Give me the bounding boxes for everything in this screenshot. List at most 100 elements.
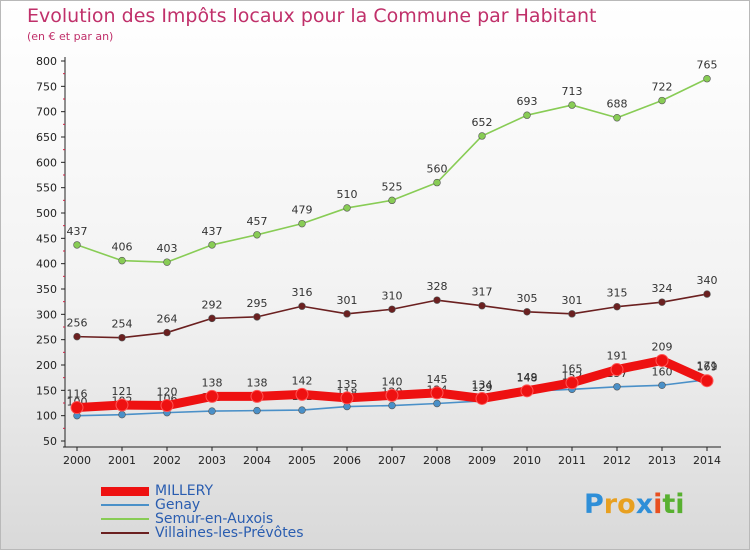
data-label-Villaines-les-Prévôtes: 324 (652, 282, 673, 295)
data-label-Villaines-les-Prévôtes: 317 (472, 286, 493, 299)
data-point-Villaines-les-Prévôtes (523, 308, 531, 316)
data-point-Villaines-les-Prévôtes (253, 313, 261, 321)
y-tick-label: 450 (36, 232, 57, 245)
data-label-Semur-en-Auxois: 560 (427, 163, 448, 176)
legend-item-Villaines-les-Prévôtes: Villaines-les-Prévôtes (101, 526, 304, 540)
data-label-Genay: 160 (652, 365, 673, 378)
data-point-MILLERY (340, 391, 354, 405)
logo-letter: o (617, 489, 636, 520)
data-label-Semur-en-Auxois: 457 (247, 215, 268, 228)
legend-label: MILLERY (155, 483, 214, 499)
data-label-Villaines-les-Prévôtes: 340 (697, 274, 718, 287)
chart-subtitle: (en € et par an) (27, 30, 114, 43)
data-label-Semur-en-Auxois: 765 (697, 59, 718, 72)
data-label-MILLERY: 121 (112, 385, 133, 398)
data-label-Semur-en-Auxois: 479 (292, 204, 313, 217)
data-point-Semur-en-Auxois (388, 196, 396, 205)
data-label-MILLERY: 191 (607, 350, 628, 363)
data-point-MILLERY (610, 363, 624, 377)
logo-letter: i (653, 489, 663, 520)
data-label-Villaines-les-Prévôtes: 295 (247, 297, 268, 310)
data-label-Villaines-les-Prévôtes: 316 (292, 286, 313, 299)
data-label-Villaines-les-Prévôtes: 254 (112, 318, 133, 331)
data-label-MILLERY: 145 (427, 373, 448, 386)
logo-letter: r (603, 489, 618, 520)
data-label-MILLERY: 165 (562, 363, 583, 376)
data-label-Genay: 171 (697, 360, 718, 373)
y-tick-label: 200 (36, 359, 57, 372)
data-label-MILLERY: 138 (202, 376, 223, 389)
data-point-Genay (388, 401, 396, 410)
data-point-Semur-en-Auxois (163, 258, 171, 266)
data-point-Villaines-les-Prévôtes (163, 328, 171, 337)
logo-letter: i (675, 489, 685, 520)
data-point-Villaines-les-Prévôtes (568, 310, 576, 318)
y-tick-label: 50 (43, 435, 57, 448)
x-tick-label: 2004 (243, 454, 271, 467)
data-point-Villaines-les-Prévôtes (433, 296, 441, 304)
legend-swatch (101, 504, 149, 506)
data-label-MILLERY: 209 (652, 340, 673, 353)
data-point-Semur-en-Auxois (253, 231, 261, 239)
data-label-Semur-en-Auxois: 525 (382, 180, 403, 193)
data-point-Villaines-les-Prévôtes (478, 302, 486, 310)
data-point-Semur-en-Auxois (613, 114, 621, 122)
data-point-Semur-en-Auxois (568, 101, 576, 109)
data-point-MILLERY (565, 376, 579, 390)
data-label-MILLERY: 140 (382, 375, 403, 388)
logo-letter: P (584, 489, 604, 520)
legend-swatch (101, 518, 149, 520)
x-tick-label: 2003 (198, 454, 226, 467)
data-point-MILLERY (295, 387, 309, 401)
data-point-Semur-en-Auxois (73, 241, 81, 249)
data-point-Villaines-les-Prévôtes (208, 314, 216, 323)
chart-legend: MILLERY Genay Semur-en-Auxois Villaines-les… (101, 484, 304, 540)
data-label-Semur-en-Auxois: 510 (337, 188, 358, 201)
data-point-Villaines-les-Prévôtes (658, 298, 666, 306)
legend-item-Genay: Genay (101, 498, 304, 512)
data-label-Semur-en-Auxois: 722 (652, 81, 673, 94)
data-point-Semur-en-Auxois (298, 219, 306, 228)
data-label-MILLERY: 134 (472, 378, 493, 391)
y-tick-label: 100 (36, 410, 57, 423)
data-point-Semur-en-Auxois (658, 96, 666, 105)
y-tick-label: 500 (36, 207, 57, 220)
y-tick-label: 550 (36, 182, 57, 195)
data-label-Villaines-les-Prévôtes: 264 (157, 313, 178, 326)
data-label-MILLERY: 138 (247, 376, 268, 389)
chart-title: Evolution des Impôts locaux pour la Comm… (27, 5, 597, 27)
data-point-Villaines-les-Prévôtes (343, 310, 351, 318)
x-tick-label: 2011 (558, 454, 586, 467)
legend-label: Genay (155, 497, 201, 513)
logo-letter: t (662, 489, 676, 520)
data-point-Villaines-les-Prévôtes (613, 303, 621, 311)
data-point-MILLERY (160, 399, 174, 413)
data-label-Villaines-les-Prévôtes: 301 (562, 294, 583, 307)
data-point-Villaines-les-Prévôtes (73, 332, 81, 341)
legend-swatch (101, 486, 149, 496)
y-tick-label: 600 (36, 156, 57, 169)
data-point-MILLERY (70, 401, 84, 415)
data-point-MILLERY (700, 374, 714, 388)
data-point-Villaines-les-Prévôtes (703, 290, 711, 298)
data-point-MILLERY (520, 384, 534, 398)
data-point-Villaines-les-Prévôtes (388, 305, 396, 313)
x-tick-label: 2008 (423, 454, 451, 467)
data-point-Semur-en-Auxois (703, 75, 711, 83)
data-label-MILLERY: 149 (517, 371, 538, 384)
data-point-Semur-en-Auxois (478, 132, 486, 140)
x-tick-label: 2006 (333, 454, 361, 467)
proxiti-logo: Proxiti (584, 489, 685, 520)
data-label-Genay: 148 (517, 371, 538, 384)
y-tick-label: 250 (36, 334, 57, 347)
data-point-MILLERY (385, 388, 399, 402)
legend-swatch (101, 532, 149, 534)
x-tick-label: 2009 (468, 454, 496, 467)
x-tick-label: 2001 (108, 454, 136, 467)
data-point-Genay (118, 410, 126, 419)
data-point-MILLERY (430, 386, 444, 400)
data-label-Semur-en-Auxois: 713 (562, 85, 583, 98)
x-tick-label: 2014 (693, 454, 721, 467)
